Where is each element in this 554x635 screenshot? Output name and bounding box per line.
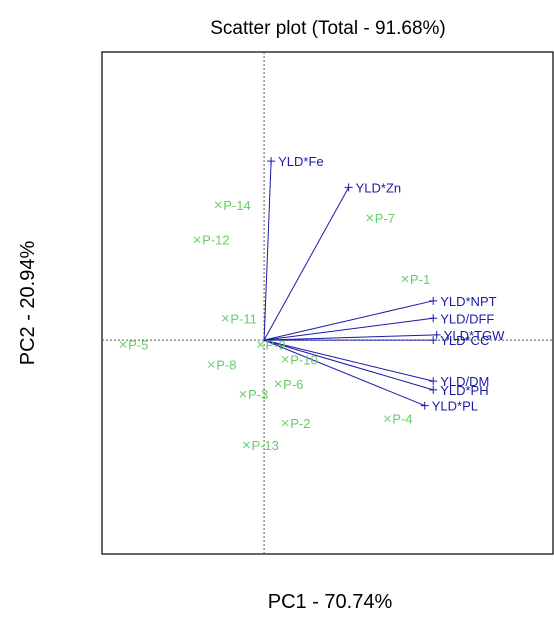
point-label-p-4: P-4 [392, 412, 412, 427]
point-label-p-8: P-8 [216, 358, 236, 373]
point-p-10 [281, 355, 289, 363]
point-p-2 [281, 419, 289, 427]
vector-yld-tgw [264, 334, 437, 341]
point-p-12 [193, 236, 201, 244]
point-label-p-1: P-1 [410, 272, 430, 287]
vector-yld-pl [263, 339, 425, 407]
variable-label-yld-pl: YLD*PL [432, 399, 478, 414]
point-label-p-10: P-10 [290, 352, 317, 367]
variable-marker-yld-dm [429, 377, 438, 386]
variable-marker-yld-pl [420, 401, 429, 410]
point-label-p-7: P-7 [375, 211, 395, 226]
point-label-p-11: P-11 [230, 311, 257, 326]
observation-points: P-1 P-2 P-3 P-4 P-5 P-6 P-7 P-8 P-9 P-10 P-11 P-12 P… [119, 198, 430, 453]
point-p-4 [384, 415, 391, 423]
vector-yld-ph [263, 339, 434, 391]
point-label-p-6: P-6 [283, 377, 303, 392]
point-label-p-2: P-2 [290, 416, 310, 431]
vector-yld-fe [263, 161, 272, 341]
variable-marker-yld-fe [267, 157, 276, 166]
point-label-p-12: P-12 [202, 233, 229, 248]
point-p-1 [401, 275, 409, 283]
point-p-8 [207, 361, 215, 368]
point-p-5 [119, 341, 127, 348]
vector-yld-dm [263, 339, 434, 382]
vector-yld-npt [263, 300, 434, 341]
vector-yld-dff [264, 317, 434, 341]
plot-area-frame [101, 51, 554, 555]
point-p-7 [366, 214, 374, 222]
vector-yld-zn [263, 187, 350, 341]
variable-label-yld-dff: YLD/DFF [440, 311, 494, 326]
variable-label-yld-dm: YLD/DM [440, 374, 489, 389]
point-p-11 [221, 314, 229, 322]
variable-marker-yld-dff [429, 314, 438, 323]
point-label-p-5: P-5 [128, 337, 148, 352]
variable-label-yld-ph: YLD*PH [440, 383, 488, 398]
point-label-p-9: P-9 [266, 337, 286, 352]
x-axis-label: PC1 - 70.74% [268, 591, 393, 613]
point-p-14 [214, 201, 222, 209]
point-label-p-3: P-3 [248, 387, 268, 402]
chart-title: Scatter plot (Total - 91.68%) [210, 18, 446, 39]
variable-label-yld-cc: YLD*CC [440, 333, 489, 348]
point-p-3 [239, 390, 247, 398]
variable-label-yld-npt: YLD*NPT [440, 294, 496, 309]
variable-marker-yld-npt [429, 296, 438, 305]
variable-label-yld-zn: YLD*Zn [356, 180, 402, 195]
point-p-13 [243, 441, 250, 449]
point-label-p-14: P-14 [223, 198, 250, 213]
variable-label-yld-fe: YLD*Fe [278, 154, 324, 169]
variable-label-yld-tgw: YLD*TGW [444, 328, 505, 343]
y-axis-label: PC2 - 20.94% [17, 241, 39, 366]
variable-marker-yld-tgw [432, 330, 441, 339]
point-p-9 [257, 341, 264, 348]
variable-marker-yld-zn [344, 183, 353, 192]
point-label-p-13: P-13 [251, 438, 278, 453]
variable-marker-yld-ph [429, 385, 438, 394]
point-p-6 [274, 380, 282, 388]
variable-marker-yld-cc [429, 336, 438, 345]
